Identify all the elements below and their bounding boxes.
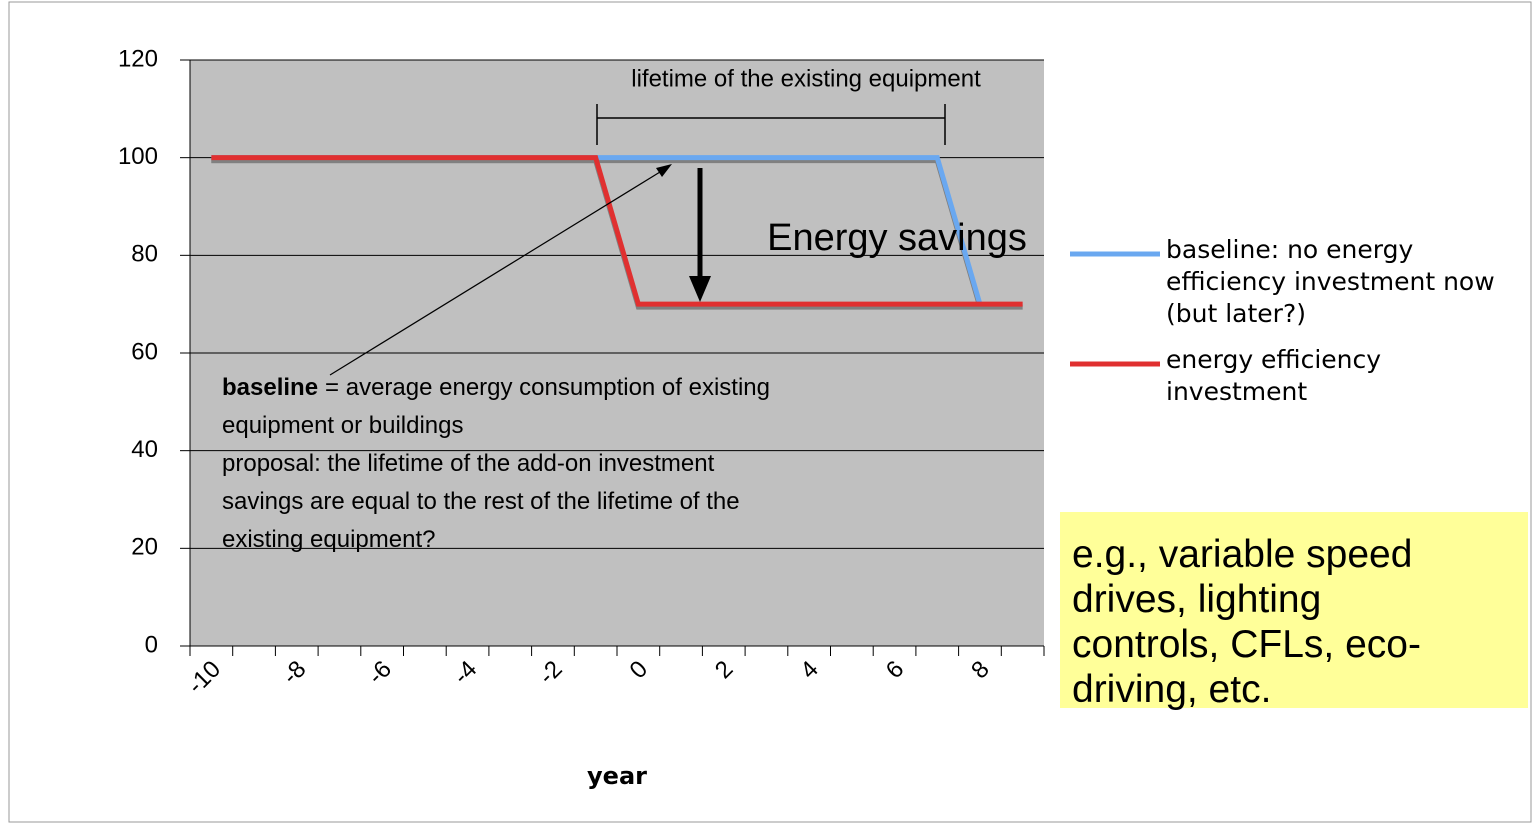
y-tick-label: 80: [131, 241, 158, 268]
y-tick-label: 0: [145, 631, 158, 658]
note-line: savings are equal to the rest of the lif…: [222, 488, 740, 515]
note: baseline = average energy consumption of …: [222, 374, 770, 553]
x-tick-label: 6: [881, 656, 910, 685]
note-line: equipment or buildings: [222, 412, 464, 439]
x-tick-label: -4: [448, 656, 482, 690]
annotation: Energy savings: [767, 217, 1027, 259]
examples-box: e.g., variable speed drives, lighting cont…: [1060, 512, 1528, 711]
y-tick-label: 20: [131, 534, 158, 561]
legend-label: energy efficiency investment: [1166, 345, 1382, 406]
pointer: [329, 171, 661, 376]
x-tick-label: 0: [625, 656, 654, 685]
x-tick-label: -10: [182, 656, 226, 700]
y-tick-label: 60: [131, 338, 158, 365]
legend-label: baseline: no energy efficiency investmen…: [1166, 235, 1495, 328]
x-tick-label: 2: [710, 656, 739, 685]
x-tick-label: -6: [363, 656, 397, 690]
y-tick-label: 100: [118, 143, 158, 170]
example-line: e.g., variable speed: [1072, 533, 1413, 576]
x-tick-label: 8: [966, 656, 995, 685]
frame: [8, 1, 1532, 823]
y-tick-label: 120: [118, 45, 158, 72]
y-tick-label: 40: [131, 436, 158, 463]
x-tick-label: -2: [533, 656, 567, 690]
example-line: controls, CFLs, eco-: [1072, 623, 1421, 666]
example-line: driving, etc.: [1072, 668, 1272, 711]
note-bold: baseline: [222, 374, 318, 401]
series-line: [211, 155, 1023, 307]
x-tick-label: -8: [277, 656, 311, 690]
pointer-head: [656, 164, 672, 177]
note-line: existing equipment?: [222, 526, 435, 553]
x-tick-label: 4: [795, 656, 824, 685]
note-line: proposal: the lifetime of the add-on inv…: [222, 450, 715, 477]
example-line: drives, lighting: [1072, 578, 1322, 621]
annotation: lifetime of the existing equipment: [631, 65, 981, 92]
note-line: = average energy consumption of existing: [325, 374, 770, 401]
arrow-head: [689, 276, 711, 302]
bracket: [596, 104, 946, 145]
x-axis-label: year: [587, 762, 647, 790]
legend: baseline: no energy efficiency investmen…: [1166, 234, 1511, 422]
